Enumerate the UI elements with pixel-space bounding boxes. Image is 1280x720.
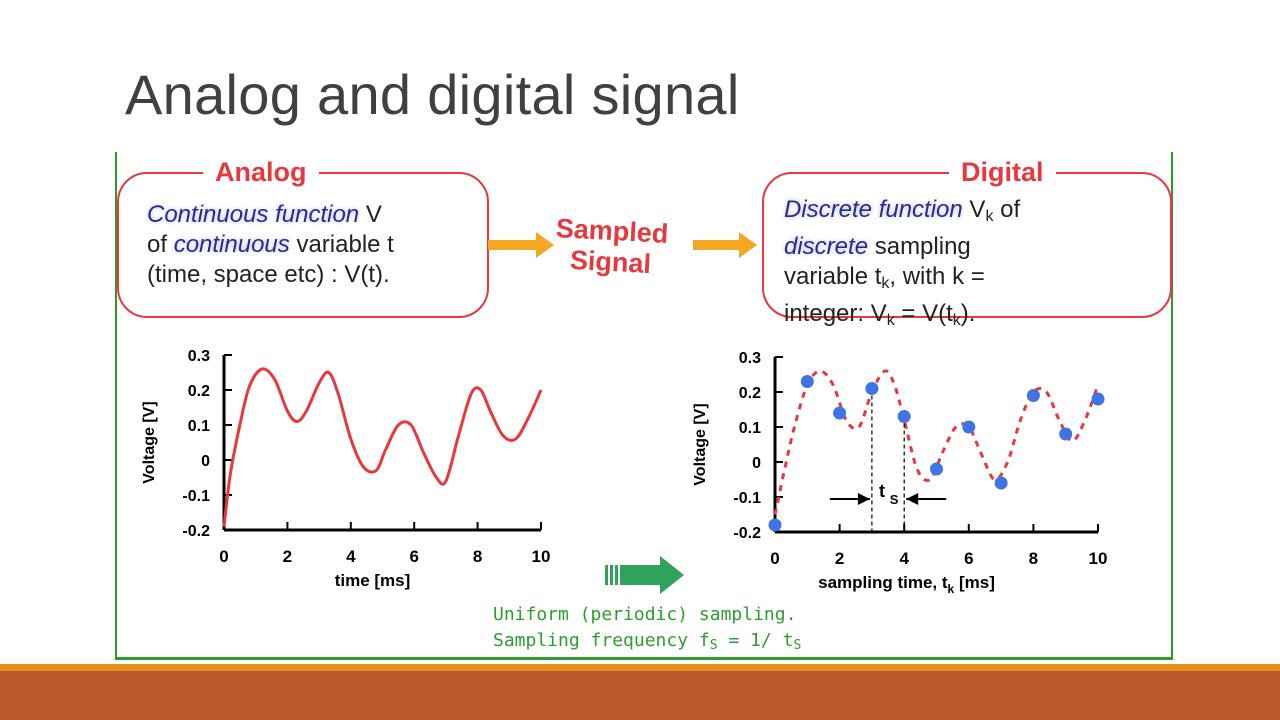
x-axis-label: sampling time, tk [ms] bbox=[818, 573, 995, 596]
x-axis-label: time [ms] bbox=[335, 571, 411, 590]
analog-signal-line bbox=[222, 367, 543, 527]
analog-line1-rest: V bbox=[359, 201, 382, 228]
sampled-to-digital-arrow bbox=[693, 232, 757, 258]
figure-panel: Analog Continuous function V of continuo… bbox=[115, 152, 1173, 660]
digital-line4-sub1: k bbox=[886, 312, 895, 329]
caption-line2-a: Sampling frequency f bbox=[493, 630, 710, 651]
x-tick-label: 0 bbox=[219, 547, 228, 566]
x-tick-label: 6 bbox=[409, 547, 418, 566]
ts-arrowhead-right bbox=[906, 493, 919, 505]
sample-point bbox=[897, 410, 911, 423]
ts-arrowhead-left bbox=[857, 493, 870, 505]
x-tick-label: 10 bbox=[532, 547, 551, 566]
reconstructed-signal-line bbox=[773, 369, 1100, 515]
y-tick-label: 0.3 bbox=[188, 348, 210, 365]
digital-line2-rest: sampling bbox=[868, 233, 971, 260]
sample-point bbox=[1091, 392, 1105, 406]
digital-line4-sub2: k bbox=[952, 312, 961, 329]
x-tick-label: 2 bbox=[835, 549, 844, 568]
y-tick-label: 0.1 bbox=[188, 418, 210, 435]
digital-line4-a: integer: V bbox=[784, 300, 887, 327]
digital-line3-b: , with k = bbox=[889, 263, 985, 290]
y-axis-label: Voltage [V] bbox=[692, 403, 709, 485]
caption: Uniform (periodic) sampling. Sampling fr… bbox=[493, 602, 801, 659]
y-tick-label: -0.1 bbox=[182, 488, 210, 505]
x-tick-label: 6 bbox=[964, 549, 973, 568]
y-tick-label: -0.1 bbox=[733, 490, 761, 507]
sample-point bbox=[865, 382, 879, 395]
digital-line1-b: of bbox=[993, 196, 1021, 223]
caption-line2-sub1: S bbox=[709, 638, 718, 653]
analog-chart: 0.3 0.2 0.1 0 -0.1 -0.2 0 2 4 6 8 10 Voltage [V] time… bbox=[141, 348, 550, 590]
sample-point bbox=[930, 462, 943, 476]
ts-label-sub: S bbox=[890, 492, 899, 507]
continuous-label: continuous bbox=[173, 231, 290, 258]
y-tick-label: 0.3 bbox=[739, 350, 761, 367]
sample-point bbox=[1059, 427, 1073, 441]
discrete-function-label: Discrete function bbox=[784, 196, 963, 223]
slide-title: Analog and digital signal bbox=[125, 63, 740, 126]
x-tick-label: 0 bbox=[770, 549, 779, 568]
digital-line1-sub: k bbox=[985, 208, 994, 225]
digital-line3-sub: k bbox=[881, 275, 890, 292]
footer-accent-bar bbox=[0, 664, 1280, 671]
y-axis-label: Voltage [V] bbox=[141, 401, 158, 483]
caption-line2-sub2: S bbox=[793, 638, 802, 653]
digital-line4-c: ). bbox=[960, 300, 976, 327]
ts-label: t bbox=[879, 481, 885, 501]
y-tick-label: 0.2 bbox=[188, 383, 210, 400]
continuous-function-label: Continuous function bbox=[147, 201, 360, 228]
x-tick-label: 4 bbox=[899, 549, 909, 568]
analog-to-sampled-arrow bbox=[488, 232, 554, 258]
y-tick-label: -0.2 bbox=[733, 525, 761, 542]
sample-point bbox=[800, 375, 814, 388]
sample-point bbox=[962, 420, 976, 434]
y-tick-label: -0.2 bbox=[182, 523, 210, 540]
x-tick-label: 8 bbox=[473, 547, 482, 566]
digital-line1-a: V bbox=[962, 196, 986, 223]
y-tick-label: 0 bbox=[201, 453, 210, 470]
discrete-label: discrete bbox=[784, 233, 869, 260]
y-tick-label: 0.2 bbox=[739, 385, 761, 402]
analog-line3: (time, space etc) : V(t). bbox=[147, 261, 390, 288]
analog-line2-a: of bbox=[147, 231, 174, 258]
sample-point bbox=[1026, 389, 1040, 402]
analog-line2-rest: variable t bbox=[289, 231, 394, 258]
y-tick-label: 0.1 bbox=[739, 420, 761, 437]
sample-point bbox=[768, 518, 782, 532]
analog-box-title: Analog bbox=[203, 157, 319, 187]
digital-line3-a: variable t bbox=[784, 263, 882, 290]
digital-line4-b: = V(t bbox=[894, 300, 953, 327]
x-tick-label: 2 bbox=[283, 547, 292, 566]
digital-box-title: Digital bbox=[949, 157, 1056, 187]
digital-box-text: Discrete function Vk of discrete samplin… bbox=[784, 195, 1020, 336]
green-arrow-icon bbox=[605, 556, 684, 594]
y-tick-label: 0 bbox=[752, 455, 761, 472]
digital-chart: 0.3 0.2 0.1 0 -0.1 -0.2 0 2 4 6 8 10 Voltage [V] t Ssa… bbox=[692, 350, 1107, 596]
x-tick-label: 4 bbox=[346, 547, 356, 566]
footer-bar bbox=[0, 671, 1280, 720]
sample-point bbox=[833, 406, 847, 420]
sample-point bbox=[994, 476, 1008, 490]
caption-line1: Uniform (periodic) sampling. bbox=[493, 604, 797, 625]
x-tick-label: 8 bbox=[1029, 549, 1038, 568]
caption-line2-b: = 1/ t bbox=[717, 630, 794, 651]
x-tick-label: 10 bbox=[1089, 549, 1108, 568]
analog-box-text: Continuous function V of continuous vari… bbox=[147, 200, 394, 290]
